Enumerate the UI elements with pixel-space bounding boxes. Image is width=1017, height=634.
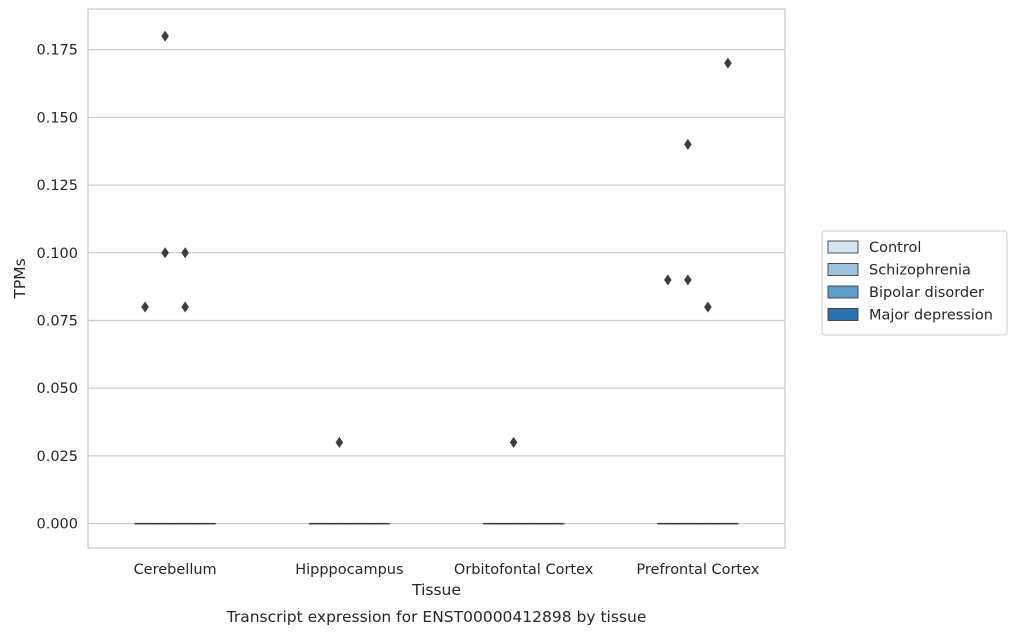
legend-swatch [827, 308, 859, 321]
y-axis-ticks: 0.000 0.025 0.050 0.075 0.100 0.125 0.150 0.175 [36, 43, 78, 533]
y-tick-label: 0.150 [36, 110, 78, 126]
y-axis-label: TPMs [11, 258, 29, 299]
outlier-point [181, 301, 189, 313]
y-tick-label: 0.175 [36, 43, 78, 59]
outlier-point [161, 30, 169, 42]
y-tick-label: 0.050 [36, 381, 78, 397]
outlier-point [181, 247, 189, 259]
legend-swatch [827, 263, 859, 276]
outlier-point [161, 247, 169, 259]
y-tick-label: 0.000 [36, 517, 78, 533]
x-tick-label: Prefrontal Cortex [636, 562, 759, 578]
outlier-point [335, 436, 344, 448]
outlier-point [704, 301, 712, 313]
outlier-point [509, 436, 518, 448]
x-axis-ticks: Cerebellum Hipppocampus Orbitofontal Corte… [134, 562, 760, 578]
x-tick-label: Hipppocampus [295, 562, 403, 578]
x-axis-label: Tissue [411, 581, 461, 599]
plot-area-frame [87, 8, 786, 549]
outlier-point [684, 138, 692, 150]
outlier-point [664, 274, 672, 286]
legend-label: Bipolar disorder [869, 285, 984, 301]
legend-label: Major depression [869, 308, 993, 324]
x-tick-label: Cerebellum [134, 562, 217, 578]
legend-label: Schizophrenia [869, 263, 971, 279]
outlier-point [724, 57, 732, 69]
y-tick-label: 0.125 [36, 178, 78, 194]
legend-swatch [827, 240, 859, 254]
chart-title: Transcript expression for ENST0000041289… [226, 608, 647, 626]
y-tick-label: 0.100 [36, 246, 78, 262]
gridlines [88, 49, 785, 525]
outlier-points [141, 30, 732, 448]
outlier-point [684, 274, 692, 286]
outlier-point [141, 301, 149, 313]
legend-label: Control [869, 240, 921, 256]
y-tick-label: 0.075 [36, 313, 78, 329]
legend-frame [821, 230, 1008, 336]
legend: Control Schizophrenia Bipolar disorder Majo… [821, 230, 1008, 336]
y-tick-label: 0.025 [36, 449, 78, 465]
x-tick-label: Orbitofontal Cortex [454, 562, 594, 578]
legend-swatch [827, 285, 859, 299]
